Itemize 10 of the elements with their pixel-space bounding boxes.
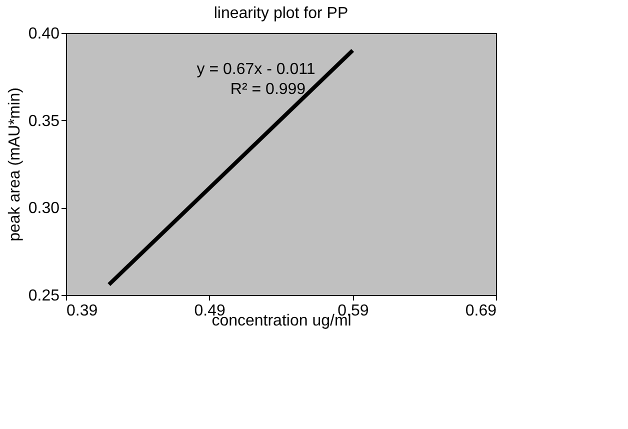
- x-tick-label: 0.39: [66, 302, 98, 320]
- annotation: y = 0.67x - 0.011: [196, 61, 316, 78]
- x-tick-label: 0.69: [465, 302, 497, 320]
- y-tick-label: 0.35: [28, 112, 60, 130]
- y-axis-title: peak area (mAU*min): [6, 88, 24, 242]
- y-tick-label: 0.25: [28, 288, 60, 304]
- chart-title: linearity plot for PP: [214, 5, 348, 22]
- annotation: R² = 0.999: [230, 81, 306, 98]
- y-tick-label: 0.40: [28, 26, 60, 42]
- y-tick-label: 0.30: [28, 200, 60, 218]
